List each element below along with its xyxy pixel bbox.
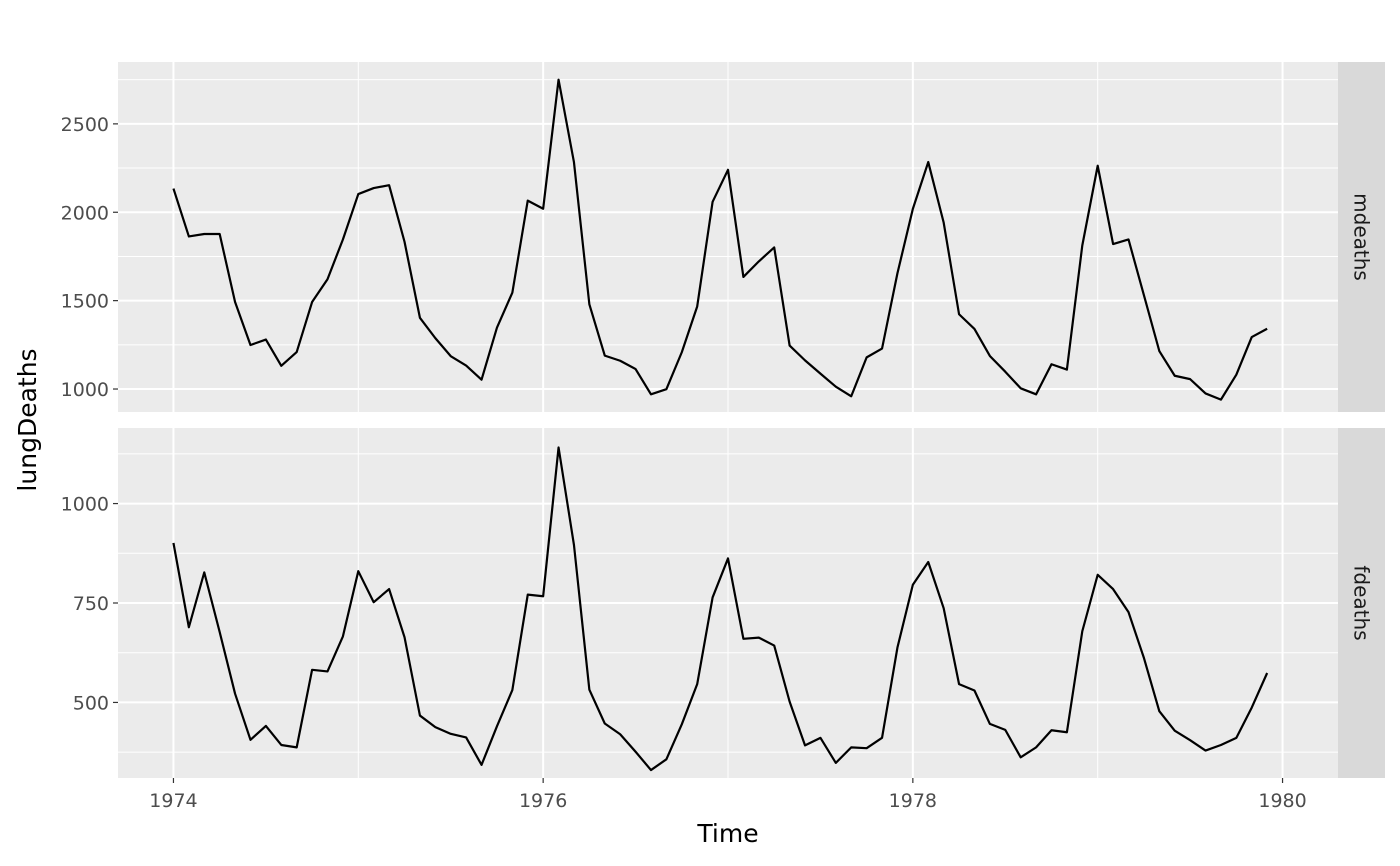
y-tick-label: 2500 [61,114,109,136]
y-axis-title: lungDeaths [13,348,42,491]
series-line-mdeaths [172,78,1268,401]
series-line-fdeaths [172,446,1269,772]
x-axis-title: Time [696,819,758,848]
x-tick-label: 1974 [149,790,197,812]
facet-strip-label: mdeaths [1350,193,1374,281]
facet-strip [1338,62,1385,412]
facet-strip-label: fdeaths [1350,565,1374,640]
y-tick-label: 500 [73,692,109,714]
y-tick-label: 1000 [61,379,109,401]
x-tick-label: 1980 [1258,790,1306,812]
facet-strip [1338,428,1385,778]
x-tick-label: 1978 [889,790,937,812]
panel-mdeaths: 1000 1500 2000 2500 mdeaths [61,62,1385,412]
x-tick-label: 1976 [519,790,567,812]
panels-layer: 1000 1500 2000 2500 mdeaths 500 750 1000 fdeaths [61,62,1385,778]
panel-fdeaths: 500 750 1000 fdeaths [61,428,1385,778]
y-tick-label: 2000 [61,202,109,224]
y-tick-label: 1000 [61,494,109,516]
y-tick-label: 1500 [61,291,109,313]
x-axis: 1974 1976 1978 1980 [149,778,1307,812]
y-tick-label: 750 [73,593,109,615]
